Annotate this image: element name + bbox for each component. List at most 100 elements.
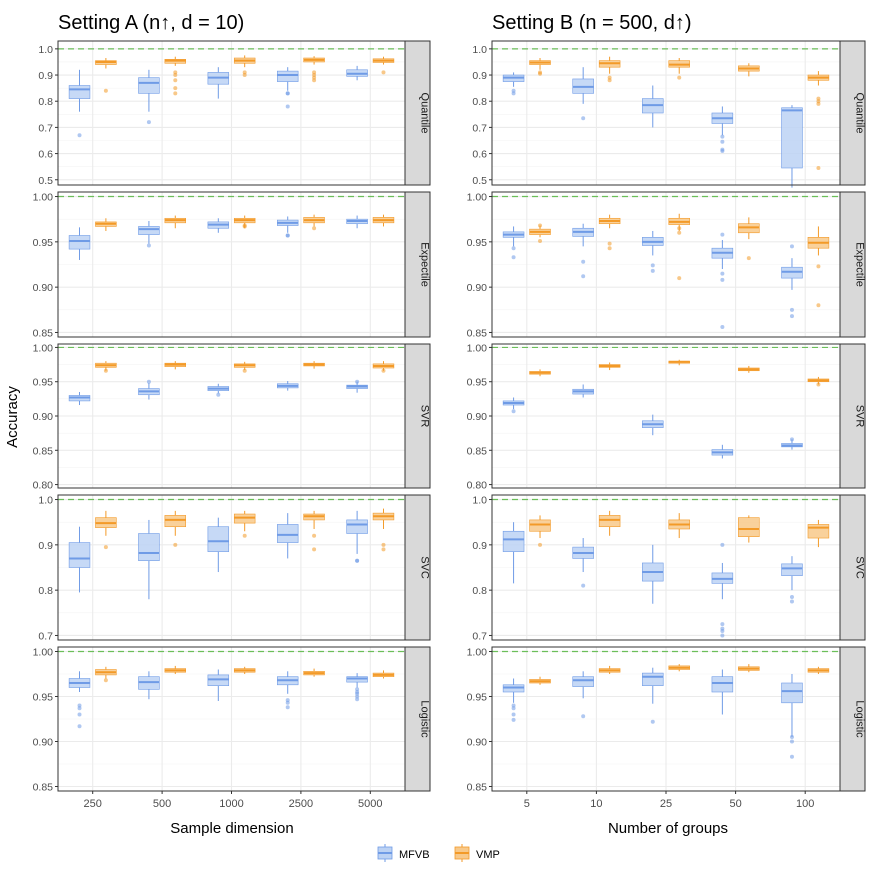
facet-strip [839,343,866,489]
box-iqr [572,676,594,687]
legend-label-vmp: VMP [476,849,500,861]
box-mfvb-50 [711,444,734,459]
outlier-point [173,78,178,83]
box-mfvb-5 [502,678,525,722]
setting-a-title: Setting A (n↑, d = 10) [58,12,244,34]
box-mfvb-250 [68,392,91,406]
y-tick-label: 1.00 [467,342,488,354]
box-mfvb-10 [572,671,594,719]
facet-label: Quantile [854,93,866,134]
box-vmp-1000 [233,55,256,78]
box-mfvb-5000 [346,65,368,81]
box-mfvb-10 [572,223,594,279]
box-mfvb-5000 [346,510,368,563]
box-mfvb-1000 [207,218,230,233]
outlier-point [720,542,725,547]
box-mfvb-100 [781,556,803,604]
y-tick-label: 0.95 [467,377,488,389]
y-tick-label: 0.95 [33,692,54,704]
box-vmp-10 [598,56,621,83]
box-vmp-250 [95,666,117,683]
box-vmp-10 [598,510,621,536]
outlier-point [581,583,586,588]
box-mfvb-25 [642,230,664,273]
facet-strip [839,494,866,641]
box-vmp-5000 [372,508,395,552]
box-iqr [68,85,91,99]
panel-a-quantile: Quantile 0.5 0.6 0.7 0.8 0.9 1.0 [38,40,431,187]
outlier-point [103,545,108,550]
box-vmp-25 [668,513,690,539]
box-mfvb-25 [642,544,664,604]
box-vmp-1000 [233,215,256,229]
outlier-point [789,599,794,604]
box-vmp-50 [738,365,760,373]
box-iqr [502,530,525,552]
box-mfvb-2500 [277,216,299,238]
panel-b-logistic: Logistic 0.85 0.90 0.95 1.00 5 10 25 50 100 [467,646,866,810]
box-vmp-25 [668,664,690,672]
facet-label: Logistic [854,700,866,738]
outlier-point [355,558,360,563]
box-mfvb-5 [502,397,525,414]
panel-a-logistic: Logistic 0.85 0.90 0.95 1.00 250 500 1000 2500 50… [33,646,431,810]
y-tick-label: 0.90 [467,282,488,294]
outlier-point [789,735,794,739]
outlier-point [677,226,682,231]
box-vmp-50 [738,217,760,261]
outlier-point [581,274,586,279]
outlier-point [285,705,290,710]
box-iqr [277,70,299,82]
y-tick-label: 0.90 [33,282,54,294]
y-tick-label: 1.0 [472,44,487,56]
panel-a-svr: SVR 0.80 0.85 0.90 0.95 1.00 [33,342,431,492]
box-vmp-500 [164,361,186,370]
panel-b-quantile: Quantile 0.5 0.6 0.7 0.8 0.9 1.0 [472,40,866,188]
outlier-point [650,263,655,268]
box-iqr [138,226,160,235]
panel-b-expectile: Expectile 0.85 0.90 0.95 1.00 [467,191,866,339]
facet-strip [839,191,866,338]
outlier-point [312,547,317,552]
box-vmp-2500 [303,361,325,369]
x-tick-label: 2500 [289,798,313,810]
facet-strip [404,343,431,489]
box-vmp-50 [738,63,760,77]
box-vmp-500 [164,665,186,674]
box-vmp-100 [807,226,830,308]
x-tick-label: 10 [590,798,602,810]
box-vmp-5000 [372,670,395,679]
outlier-point [77,724,82,729]
box-vmp-5 [529,676,551,685]
setting-b-x-axis-title: Number of groups [608,820,728,837]
box-mfvb-5000 [346,215,368,229]
box-vmp-500 [164,510,186,547]
y-tick-label: 0.95 [467,692,488,704]
box-vmp-1000 [233,666,256,674]
y-tick-label: 0.8 [472,585,487,597]
box-mfvb-100 [781,244,803,319]
box-mfvb-500 [138,221,160,248]
outlier-point [381,542,386,547]
outlier-point [581,714,586,719]
box-mfvb-100 [781,674,803,759]
outlier-point [720,147,725,152]
box-vmp-500 [164,215,186,229]
outlier-point [720,139,725,144]
outlier-point [355,379,360,384]
y-tick-label: 0.8 [472,96,487,108]
box-vmp-2500 [303,56,325,83]
y-tick-label: 0.90 [33,737,54,749]
facet-label: SVC [419,556,431,579]
facet-strip [404,191,431,338]
y-tick-label: 0.90 [467,411,488,423]
box-mfvb-1000 [207,67,230,99]
outlier-point [677,75,682,80]
x-tick-label: 5000 [358,798,382,810]
outlier-point [607,241,612,246]
x-tick-label: 25 [660,798,672,810]
facet-strip [404,40,431,186]
outlier-point [789,244,794,249]
outlier-point [381,547,386,552]
y-tick-label: 0.9 [472,540,487,552]
